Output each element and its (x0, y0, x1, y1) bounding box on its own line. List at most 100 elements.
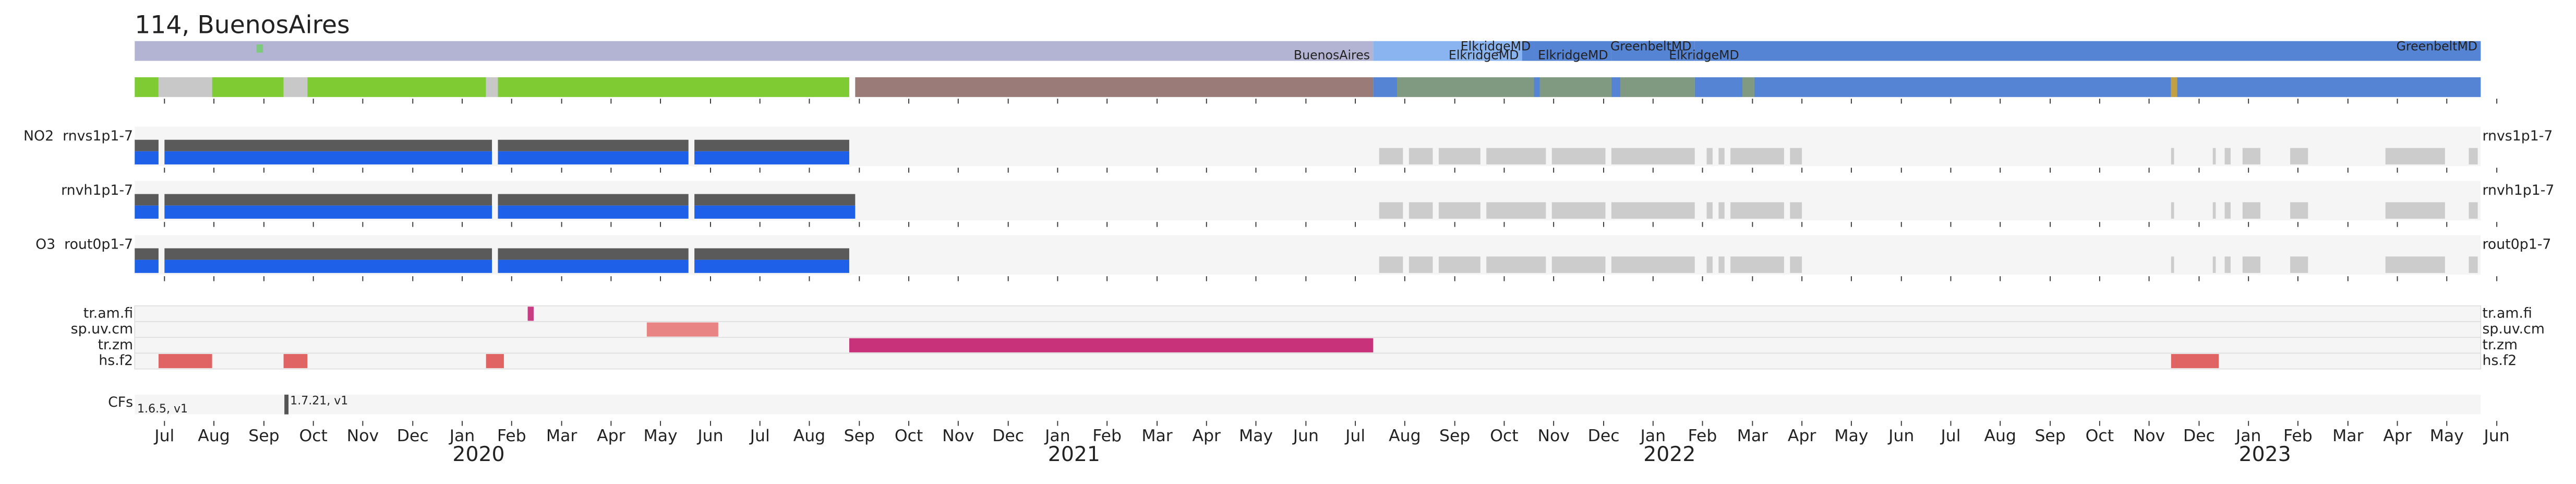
year-label: 2020 (452, 442, 504, 466)
data-upper (498, 194, 689, 206)
year-label: 2022 (1643, 442, 1695, 466)
data-lower (164, 151, 492, 164)
x-tick-label: Dec (2183, 427, 2215, 445)
flag-label: tr.am.fi (83, 305, 133, 321)
x-tick-label: Nov (942, 427, 974, 445)
missing-segment (1718, 148, 1725, 164)
year-label: 2021 (1048, 442, 1100, 466)
missing-segment (1730, 256, 1784, 273)
data-upper (498, 139, 689, 151)
missing-segment (2469, 256, 2478, 273)
flag-label: tr.zm (98, 337, 133, 353)
cfs-background (135, 394, 2481, 415)
x-tick-label: Aug (1389, 427, 1421, 445)
status-segment (1611, 77, 1621, 97)
x-tick-label: Nov (2133, 427, 2165, 445)
x-tick-label: Sep (844, 427, 875, 445)
cfs-marker (284, 394, 289, 415)
row-label-right: rout0p1-7 (2482, 237, 2551, 253)
flag-label-right: tr.zm (2482, 337, 2518, 353)
status-segment (1539, 77, 1611, 97)
missing-segment (1730, 202, 1784, 219)
site-label: BuenosAires (1294, 48, 1370, 63)
status-segment (158, 77, 212, 97)
x-tick-label: Apr (597, 427, 625, 445)
status-segment (283, 77, 308, 97)
cfs-entry-label: 1.6.5, v1 (137, 403, 188, 416)
data-upper (135, 194, 159, 206)
missing-segment (1706, 202, 1713, 219)
data-upper (135, 139, 159, 151)
x-tick-label: May (644, 427, 678, 445)
flag-segment (158, 354, 212, 369)
site-label: ElkridgeMD (1669, 48, 1739, 63)
missing-segment (1486, 202, 1546, 219)
flag-background (134, 305, 2482, 322)
site-label: GreenbeltMD (1610, 39, 1691, 53)
x-tick-label: Nov (347, 427, 379, 445)
x-tick-label: Jun (1292, 427, 1319, 445)
x-tick-label: Feb (1688, 427, 1717, 445)
x-tick-label: Jan (449, 427, 475, 445)
missing-segment (2242, 202, 2261, 219)
status-segment (1754, 77, 2171, 97)
chart-title: 114, BuenosAires (135, 10, 350, 39)
status-segment (498, 77, 849, 97)
missing-segment (1486, 256, 1546, 273)
data-lower (135, 205, 159, 219)
x-tick-label: Mar (1737, 427, 1768, 445)
x-tick-label: Feb (2283, 427, 2313, 445)
x-tick-label: Jul (1940, 427, 1961, 445)
x-tick-label: Oct (2086, 427, 2114, 445)
x-tick-label: Feb (497, 427, 526, 445)
data-lower (498, 151, 689, 164)
status-segment (1373, 77, 1398, 97)
missing-segment (1551, 256, 1606, 273)
missing-segment (1706, 256, 1713, 273)
flag-background (134, 352, 2482, 370)
status-segment (1694, 77, 1743, 97)
x-tick-label: Jun (1887, 427, 1914, 445)
x-tick-label: Jun (696, 427, 723, 445)
site-segment (1522, 41, 1534, 61)
flag-label: hs.f2 (99, 352, 133, 369)
missing-segment (2171, 202, 2174, 219)
x-tick-label: Jan (1640, 427, 1666, 445)
missing-segment (1730, 148, 1784, 164)
data-upper (694, 248, 849, 260)
data-upper (135, 248, 159, 260)
status-segment (212, 77, 284, 97)
x-tick-label: Apr (2383, 427, 2412, 445)
x-tick-label: Mar (546, 427, 577, 445)
x-tick-label: Aug (793, 427, 825, 445)
row-label: O3 rout0p1-7 (35, 237, 133, 253)
missing-segment (1409, 202, 1433, 219)
status-segment (1534, 77, 1540, 97)
missing-segment (2385, 256, 2445, 273)
missing-segment (1409, 256, 1433, 273)
x-tick-label: Feb (1092, 427, 1122, 445)
data-lower (498, 205, 689, 219)
missing-segment (2242, 148, 2261, 164)
x-tick-label: Jul (153, 427, 174, 445)
site-marker (256, 44, 263, 53)
missing-segment (1438, 148, 1480, 164)
x-tick-label: Mar (2332, 427, 2363, 445)
missing-segment (1551, 148, 1606, 164)
x-tick-label: Dec (992, 427, 1024, 445)
missing-segment (2385, 202, 2445, 219)
missing-segment (2224, 148, 2231, 164)
x-tick-label: Oct (299, 427, 327, 445)
x-tick-label: Nov (1537, 427, 1569, 445)
flag-background (134, 321, 2482, 338)
data-lower (135, 259, 159, 273)
missing-segment (2171, 148, 2174, 164)
x-tick-label: Sep (1439, 427, 1470, 445)
missing-segment (2290, 148, 2308, 164)
missing-segment (1379, 148, 1403, 164)
data-lower (164, 259, 492, 273)
x-tick-label: May (1239, 427, 1273, 445)
missing-segment (1611, 256, 1695, 273)
data-upper (164, 139, 492, 151)
status-segment (855, 77, 1374, 97)
